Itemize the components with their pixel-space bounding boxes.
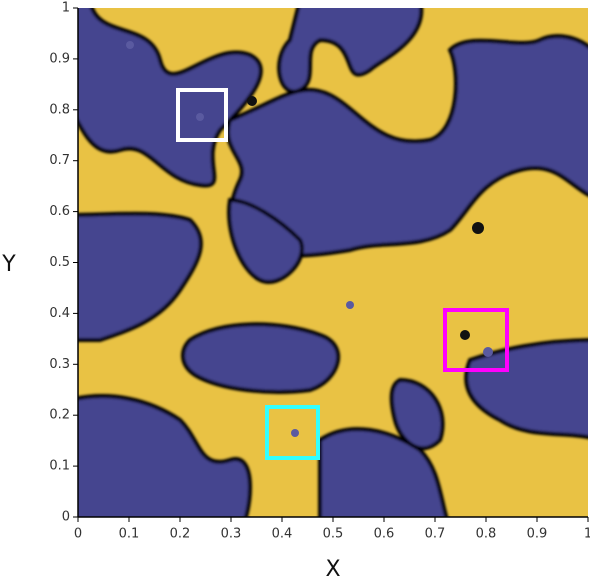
- x-tick-label: 0.1: [119, 527, 140, 542]
- highlight-box: [265, 405, 320, 460]
- y-tick-label: 0.6: [49, 204, 70, 219]
- y-axis-title: Y: [1, 252, 16, 277]
- spot: [346, 301, 354, 309]
- spot: [472, 222, 484, 234]
- x-tick-label: 0.6: [374, 527, 395, 542]
- highlight-box: [443, 308, 509, 372]
- x-tick-label: 0.7: [425, 527, 446, 542]
- y-tick-label: 0: [62, 510, 70, 525]
- field: [78, 8, 588, 517]
- y-tick-label: 0.3: [49, 357, 70, 372]
- x-tick-label: 0.2: [170, 527, 191, 542]
- phase-regions: [78, 8, 588, 517]
- x-tick-label: 0.5: [323, 527, 344, 542]
- x-axis-title: X: [325, 557, 340, 580]
- x-tick-label: 0: [74, 527, 82, 542]
- y-tick-label: 0.2: [49, 408, 70, 423]
- highlight-box: [176, 88, 228, 142]
- spots: [126, 41, 493, 437]
- y-tick-label: 0.1: [49, 459, 70, 474]
- x-tick-label: 0.3: [221, 527, 242, 542]
- spot: [460, 330, 470, 340]
- y-tick-label: 0.7: [49, 153, 70, 168]
- y-tick-label: 0.4: [49, 306, 70, 321]
- spot: [126, 41, 134, 49]
- spot: [247, 96, 257, 106]
- y-tick-label: 0.9: [49, 51, 70, 66]
- y-tick-label: 0.5: [49, 255, 70, 270]
- x-tick-label: 1: [584, 527, 590, 542]
- y-tick-label: 0.8: [49, 102, 70, 117]
- x-tick-label: 0.4: [272, 527, 293, 542]
- spot: [291, 429, 299, 437]
- x-tick-label: 0.8: [476, 527, 497, 542]
- spot: [196, 113, 204, 121]
- spot: [483, 347, 493, 357]
- x-tick-label: 0.9: [527, 527, 548, 542]
- y-tick-label: 1: [62, 1, 70, 16]
